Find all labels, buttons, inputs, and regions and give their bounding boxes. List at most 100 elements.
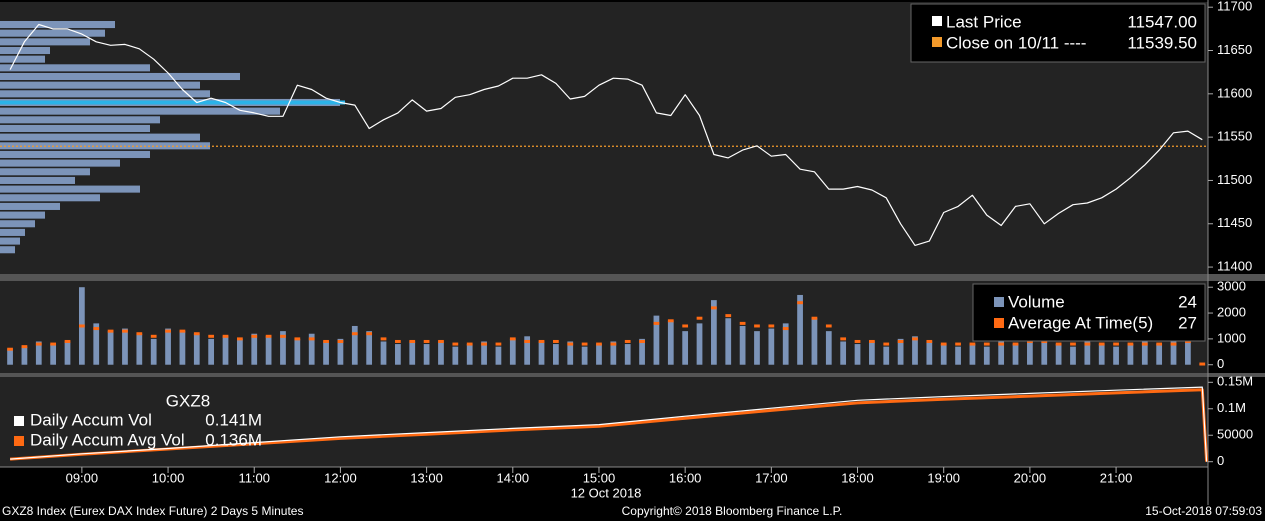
chart-title: GXZ8 [166, 391, 210, 410]
avg-mark [883, 342, 890, 346]
avg-mark [466, 342, 473, 346]
avg-mark [366, 332, 373, 336]
y-tick-label: 0 [1217, 453, 1224, 468]
avg-mark [1199, 362, 1206, 366]
bar [883, 346, 890, 365]
avg-mark [495, 342, 502, 346]
bar [869, 341, 875, 365]
legend-label: Daily Accum Vol [30, 410, 152, 429]
separator [0, 274, 1265, 281]
bar [222, 336, 229, 365]
y-tick-label: 2000 [1217, 304, 1246, 319]
bar [466, 344, 473, 365]
bar [237, 338, 243, 365]
avg-mark [711, 306, 717, 310]
avg-mark [1055, 342, 1062, 346]
avg-mark [93, 327, 100, 331]
avg-mark [308, 337, 315, 341]
x-tick-label: 18:00 [841, 470, 874, 485]
bar [64, 341, 71, 365]
bar [165, 328, 171, 365]
avg-mark [79, 324, 85, 328]
avg-mark [136, 332, 143, 336]
bar [983, 346, 990, 365]
avg-mark [280, 334, 286, 338]
avg-mark [581, 342, 588, 346]
bar [1055, 344, 1062, 365]
bar [667, 320, 674, 365]
footer-left: GXZ8 Index (Eurex DAX Index Future) 2 Da… [2, 504, 303, 518]
avg-mark [251, 334, 258, 338]
bar [553, 344, 559, 365]
date-label: 12 Oct 2018 [571, 485, 642, 500]
bar [897, 338, 904, 365]
bar [811, 318, 818, 365]
bar [380, 341, 387, 365]
avg-mark [653, 321, 660, 325]
avg-mark [452, 342, 459, 346]
x-tick-label: 15:00 [583, 470, 616, 485]
x-tick-label: 10:00 [152, 470, 185, 485]
y-tick-label: 11500 [1217, 172, 1252, 187]
x-tick-label: 19:00 [927, 470, 960, 485]
marks: 09:00 10:00 11:00 12:00 13:00 14:00 15:00 16:00… [0, 0, 1253, 485]
profile-bar [0, 133, 200, 141]
bar [35, 341, 42, 365]
bar [624, 344, 631, 365]
avg-mark [423, 339, 430, 343]
y-tick-label: 3000 [1217, 279, 1246, 294]
bar [50, 344, 57, 365]
bar [495, 346, 502, 365]
profile-bar [0, 64, 150, 72]
avg-mark [409, 339, 416, 343]
bar [854, 344, 861, 365]
bar [93, 323, 100, 365]
avg-mark [624, 339, 631, 343]
bar [1185, 338, 1191, 365]
bar [1127, 344, 1134, 365]
profile-bar [0, 220, 35, 228]
bar [610, 341, 617, 365]
avg-mark [179, 329, 186, 333]
avg-mark [869, 339, 875, 343]
bar [179, 331, 186, 365]
bar [639, 338, 645, 365]
bar [940, 344, 947, 365]
bar [208, 338, 215, 365]
avg-mark [323, 339, 329, 343]
x-tick-label: 09:00 [66, 470, 99, 485]
avg-mark [351, 332, 358, 336]
avg-mark [1156, 342, 1163, 346]
legend-label: Last Price [946, 12, 1022, 31]
avg-mark [567, 342, 574, 346]
avg-mark [854, 339, 861, 343]
avg-mark [380, 337, 387, 341]
bar [797, 294, 803, 365]
accum-panel [0, 377, 1208, 467]
legend-value: 11539.50 [1127, 33, 1197, 52]
profile-bar [0, 20, 115, 29]
x-tick-label: 17:00 [755, 470, 788, 485]
legend-swatch [994, 297, 1004, 307]
y-tick-label: 50000 [1217, 427, 1253, 442]
avg-mark [725, 314, 732, 318]
bar [955, 346, 961, 365]
avg-mark [983, 342, 990, 346]
bar [251, 333, 258, 365]
legend-label: Close on 10/11 ---- [946, 33, 1086, 52]
profile-bar [0, 116, 160, 124]
legend-value: 24 [1178, 292, 1197, 311]
y-tick-label: 0 [1217, 356, 1224, 371]
avg-mark [1170, 342, 1177, 346]
bar [308, 333, 315, 365]
bar [438, 341, 444, 365]
avg-mark [782, 327, 789, 331]
legend-label: Daily Accum Avg Vol [30, 430, 185, 449]
bar [524, 336, 531, 365]
bar [1027, 341, 1033, 365]
footer-right: 15-Oct-2018 07:59:03 [1145, 504, 1262, 518]
poc-line [0, 100, 345, 105]
y-tick-label: 0.15M [1217, 374, 1253, 389]
bar [1041, 338, 1048, 365]
avg-mark [395, 339, 401, 343]
